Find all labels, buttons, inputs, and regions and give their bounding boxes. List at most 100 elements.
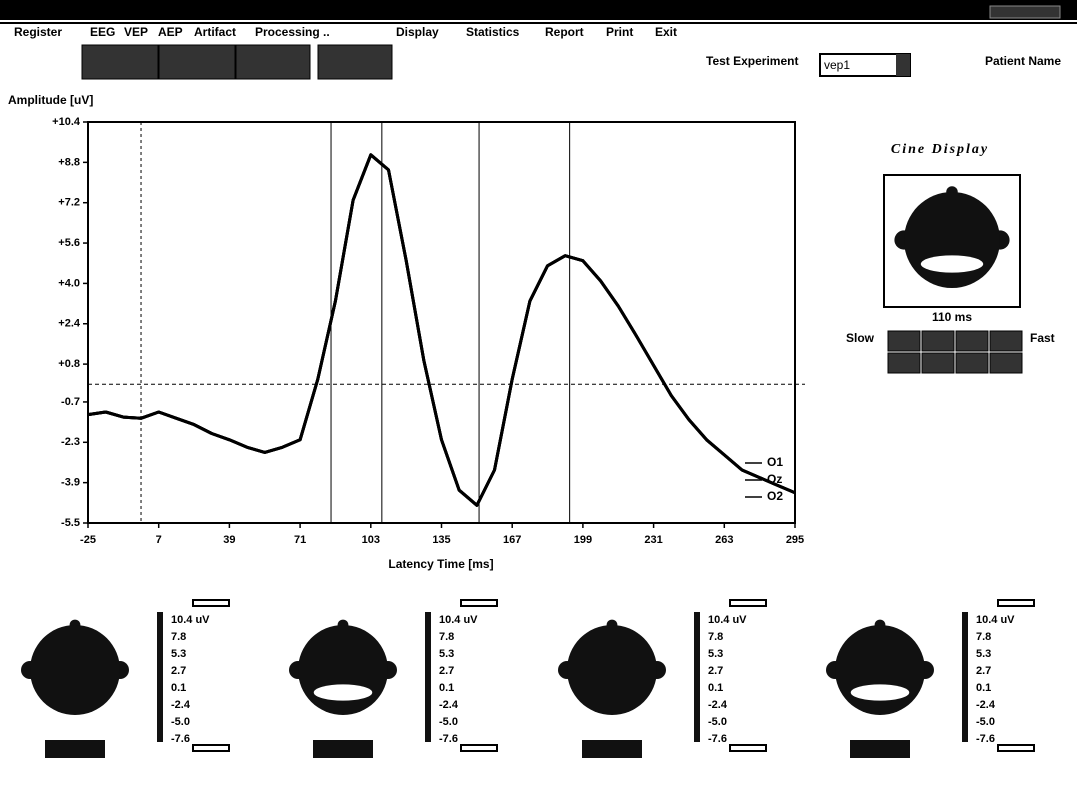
speed-button[interactable] <box>956 331 988 351</box>
menu-item[interactable]: Report <box>545 25 584 39</box>
scale-label: 0.1 <box>171 682 186 694</box>
app-window: Test Experiment vep1 Patient Name Amplit… <box>0 0 1077 797</box>
patient-name-label: Patient Name <box>985 54 1061 68</box>
scale-button[interactable] <box>730 745 766 751</box>
speed-button[interactable] <box>990 353 1022 373</box>
scale-label: 10.4 uV <box>976 614 1015 626</box>
color-bar <box>694 612 700 742</box>
toolbar-button[interactable] <box>318 45 392 79</box>
menu-item[interactable]: Artifact <box>194 25 236 39</box>
scale-button[interactable] <box>998 745 1034 751</box>
scale-label: 0.1 <box>976 682 991 694</box>
scale-button[interactable] <box>998 600 1034 606</box>
y-tick-label: +2.4 <box>58 318 81 330</box>
menu-item[interactable]: Print <box>606 25 633 39</box>
scale-label: 2.7 <box>439 665 454 677</box>
speed-button[interactable] <box>922 353 954 373</box>
scale-label: 2.7 <box>976 665 991 677</box>
legend-label: O1 <box>767 455 783 469</box>
scale-label: 7.8 <box>976 631 991 643</box>
x-axis-label: Latency Time [ms] <box>388 557 493 571</box>
y-tick-label: -5.5 <box>61 517 80 529</box>
scale-label: 10.4 uV <box>708 614 747 626</box>
head <box>30 625 120 715</box>
scale-label: 5.3 <box>171 648 186 660</box>
scale-label: 2.7 <box>708 665 723 677</box>
speed-button[interactable] <box>888 353 920 373</box>
scale-label: 2.7 <box>171 665 186 677</box>
scale-label: -7.6 <box>439 733 458 745</box>
scale-label: -2.4 <box>439 699 459 711</box>
window-button[interactable] <box>990 6 1060 18</box>
y-tick-label: +4.0 <box>58 277 80 289</box>
speed-button[interactable] <box>922 331 954 351</box>
y-tick-label: +0.8 <box>58 358 80 370</box>
scale-label: 10.4 uV <box>439 614 478 626</box>
y-tick-label: -2.3 <box>61 436 80 448</box>
scale-label: -2.4 <box>976 699 996 711</box>
scale-label: -7.6 <box>171 733 190 745</box>
x-tick-label: 39 <box>223 534 235 546</box>
x-tick-label: 199 <box>574 534 592 546</box>
color-bar <box>962 612 968 742</box>
head <box>567 625 657 715</box>
scale-label: 10.4 uV <box>171 614 210 626</box>
x-tick-label: 7 <box>156 534 162 546</box>
scale-label: -2.4 <box>171 699 191 711</box>
scale-label: -5.0 <box>976 716 995 728</box>
scale-label: -5.0 <box>171 716 190 728</box>
menu-item[interactable]: VEP <box>124 25 148 39</box>
cine-time: 110 ms <box>932 310 972 324</box>
head <box>835 625 925 715</box>
x-tick-label: 135 <box>432 534 450 546</box>
experiment-value: vep1 <box>824 58 850 72</box>
head <box>298 625 388 715</box>
scale-label: -7.6 <box>976 733 995 745</box>
y-tick-label: +7.2 <box>58 197 80 209</box>
x-tick-label: 167 <box>503 534 521 546</box>
scale-label: 0.1 <box>708 682 723 694</box>
head-activity <box>851 684 910 700</box>
menu-item[interactable]: Statistics <box>466 25 520 39</box>
toolbar-button[interactable] <box>159 45 235 79</box>
y-tick-label: +8.8 <box>58 156 80 168</box>
menu-item[interactable]: Display <box>396 25 439 39</box>
menu-item[interactable]: AEP <box>158 25 183 39</box>
select-arrow[interactable] <box>896 54 910 76</box>
scale-label: -5.0 <box>708 716 727 728</box>
scale-button[interactable] <box>461 745 497 751</box>
scale-button[interactable] <box>730 600 766 606</box>
x-tick-label: 231 <box>644 534 662 546</box>
x-tick-label: 103 <box>362 534 380 546</box>
scale-button[interactable] <box>193 600 229 606</box>
x-tick-label: 71 <box>294 534 306 546</box>
scale-label: 7.8 <box>171 631 186 643</box>
speed-button[interactable] <box>888 331 920 351</box>
menu-item[interactable]: Processing .. <box>255 25 330 39</box>
menu-item[interactable]: EEG <box>90 25 115 39</box>
scale-label: 5.3 <box>976 648 991 660</box>
fast-label: Fast <box>1030 331 1055 345</box>
scale-label: 0.1 <box>439 682 454 694</box>
menu-item[interactable]: Exit <box>655 25 677 39</box>
scale-label: -5.0 <box>439 716 458 728</box>
head-activity <box>314 684 373 700</box>
map-label-box <box>582 740 642 758</box>
map-label-box <box>850 740 910 758</box>
test-experiment-label: Test Experiment <box>706 54 798 68</box>
toolbar-button[interactable] <box>236 45 310 79</box>
speed-button[interactable] <box>990 331 1022 351</box>
x-tick-label: 263 <box>715 534 733 546</box>
scale-label: -7.6 <box>708 733 727 745</box>
scale-button[interactable] <box>461 600 497 606</box>
page: Test Experiment vep1 Patient Name Amplit… <box>0 0 1077 797</box>
y-tick-label: +10.4 <box>52 116 81 128</box>
menu-rule <box>0 22 1077 24</box>
head <box>904 192 1000 288</box>
scale-button[interactable] <box>193 745 229 751</box>
menu-item[interactable]: Register <box>14 25 62 39</box>
speed-button[interactable] <box>956 353 988 373</box>
y-tick-label: +5.6 <box>58 237 80 249</box>
color-bar <box>157 612 163 742</box>
toolbar-button[interactable] <box>82 45 158 79</box>
